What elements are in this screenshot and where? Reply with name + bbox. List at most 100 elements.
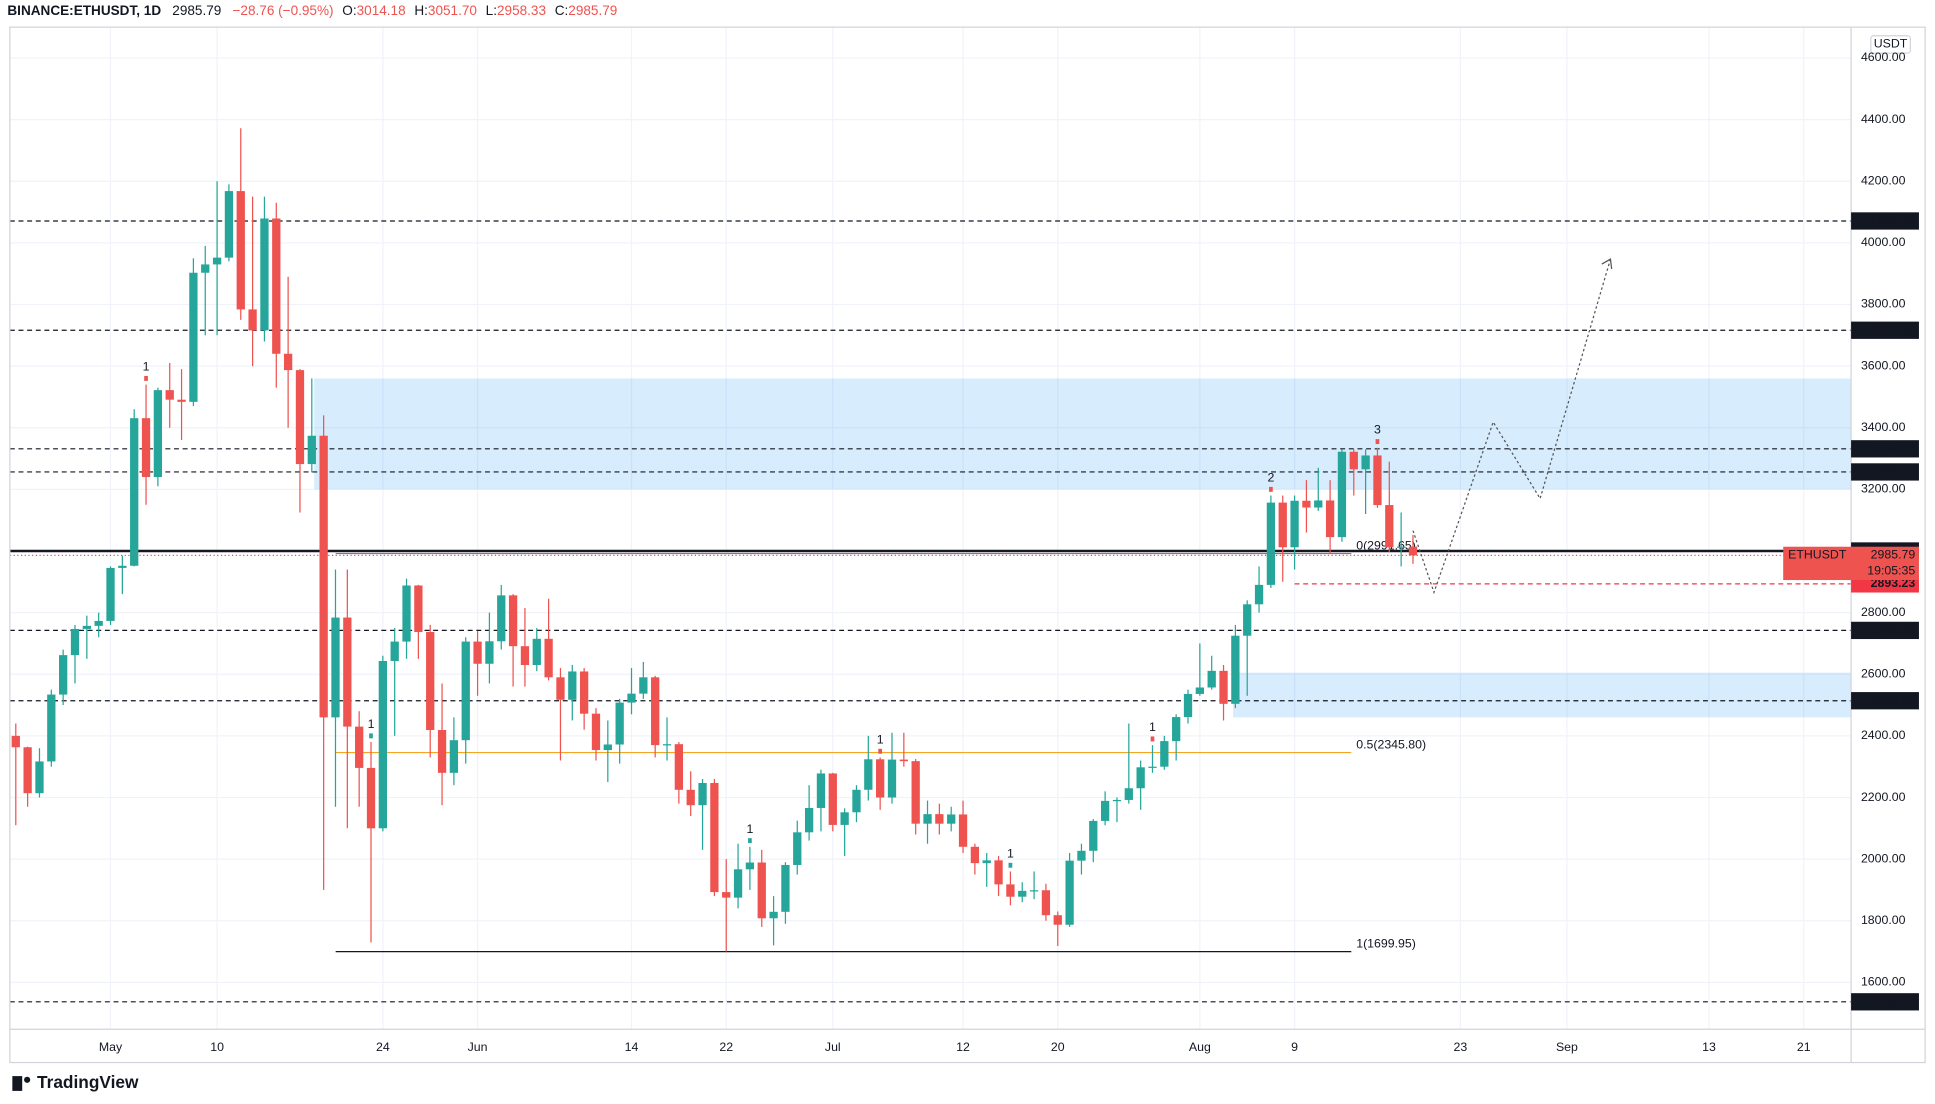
y-tick-label: 2400.00 — [1861, 728, 1906, 742]
candle-body — [935, 814, 944, 824]
candle-body — [497, 595, 506, 642]
level-label: 3256.53 — [1871, 464, 1916, 478]
candle-body — [414, 585, 423, 633]
candle-body — [1172, 717, 1181, 742]
candle-body — [366, 767, 376, 829]
y-tick-label: 3200.00 — [1861, 482, 1906, 496]
candle-body — [1385, 505, 1394, 548]
sequence-marker: 1 — [877, 732, 884, 746]
sequence-tick — [1150, 736, 1155, 742]
y-tick-label: 2600.00 — [1861, 667, 1906, 681]
candle-body — [153, 390, 163, 478]
candle-body — [106, 567, 115, 621]
candle-body — [283, 353, 293, 371]
candle-body — [662, 744, 672, 746]
y-tick-label: 2800.00 — [1861, 605, 1906, 619]
level-label: 1536.92 — [1871, 994, 1916, 1008]
candle-body — [579, 671, 589, 714]
candle-body — [757, 862, 766, 919]
o-key: O: — [342, 3, 356, 18]
candle-body — [1396, 546, 1406, 548]
candle-body — [651, 677, 660, 746]
x-tick-label: Aug — [1189, 1040, 1211, 1054]
candle-body — [295, 370, 305, 465]
y-tick-label: 4200.00 — [1861, 173, 1906, 187]
y-tick-label: 3600.00 — [1861, 358, 1906, 372]
x-tick-label: Jul — [825, 1040, 841, 1054]
candle-body — [1124, 788, 1133, 800]
c-value: 2985.79 — [568, 3, 617, 18]
candle-body — [1290, 500, 1299, 548]
candle-body — [212, 257, 222, 265]
candle-body — [1065, 860, 1074, 925]
brand: TradingView — [37, 1072, 139, 1092]
candle-body — [1361, 455, 1370, 470]
candle-body — [698, 783, 707, 806]
candle-body — [141, 418, 151, 478]
candle-body — [544, 638, 553, 678]
candle-body — [923, 814, 932, 824]
candle-body — [722, 892, 731, 898]
fib-label: 1(1699.95) — [1356, 936, 1416, 950]
candle-body — [1325, 500, 1335, 538]
candle-body — [793, 832, 802, 865]
candle-body — [1041, 890, 1051, 916]
x-tick-label: 14 — [625, 1040, 639, 1054]
candle-body — [272, 218, 281, 354]
candle-body — [876, 759, 885, 798]
candle-body — [591, 713, 601, 751]
candle-body — [1254, 584, 1264, 605]
candle-body — [994, 860, 1003, 885]
currency: USDT — [1874, 37, 1908, 51]
level-label-box — [1851, 321, 1919, 339]
candle-body — [982, 860, 991, 864]
level-label-box — [1851, 440, 1919, 458]
currency-box — [1870, 35, 1911, 54]
sequence-tick — [1375, 439, 1380, 445]
y-tick-label: 4000.00 — [1861, 235, 1906, 249]
candle-body — [1231, 635, 1240, 704]
candle-body — [177, 399, 186, 402]
x-tick-label: 22 — [719, 1040, 733, 1054]
level-label-box — [1851, 621, 1919, 640]
candle-body — [887, 759, 897, 798]
zone — [314, 378, 1852, 490]
x-tick-label: 10 — [210, 1040, 224, 1054]
c-key: C: — [555, 3, 569, 18]
last-price-value: 2985.79 — [1871, 548, 1916, 562]
candle-body — [11, 735, 20, 748]
candle-body — [402, 585, 411, 642]
header: BINANCE:ETHUSDT, 1D 2985.79 −28.76 (−0.9… — [7, 3, 617, 18]
level-label: 3331.56 — [1871, 441, 1916, 455]
sequence-marker: 1 — [143, 360, 150, 374]
x-tick-label: 23 — [1453, 1040, 1467, 1054]
candle-body — [437, 730, 447, 773]
x-tick-label: Sep — [1556, 1040, 1578, 1054]
l-key: L: — [486, 3, 497, 18]
candle-body — [615, 702, 624, 745]
candle-body — [35, 761, 44, 794]
last-price-box — [1783, 546, 1919, 581]
candle-body — [236, 191, 245, 310]
candle-body — [426, 632, 435, 731]
candle-body — [473, 641, 482, 664]
candle-body — [1029, 890, 1039, 892]
candle-body — [627, 693, 636, 703]
candle-body — [355, 726, 364, 768]
level-label-box — [1851, 993, 1919, 1011]
candle-body — [461, 641, 470, 741]
sequence-tick — [748, 838, 752, 844]
sequence-tick — [144, 375, 148, 381]
candle-body — [201, 264, 210, 273]
candle-body — [1195, 687, 1204, 694]
candle-body — [899, 759, 908, 762]
l-value: 2958.33 — [497, 3, 546, 18]
candle-body — [674, 744, 684, 790]
candle-body — [840, 812, 849, 825]
y-tick-label: 4600.00 — [1861, 50, 1906, 64]
candle-body — [485, 641, 494, 664]
candle-body — [47, 694, 56, 762]
candle-body — [639, 677, 648, 694]
